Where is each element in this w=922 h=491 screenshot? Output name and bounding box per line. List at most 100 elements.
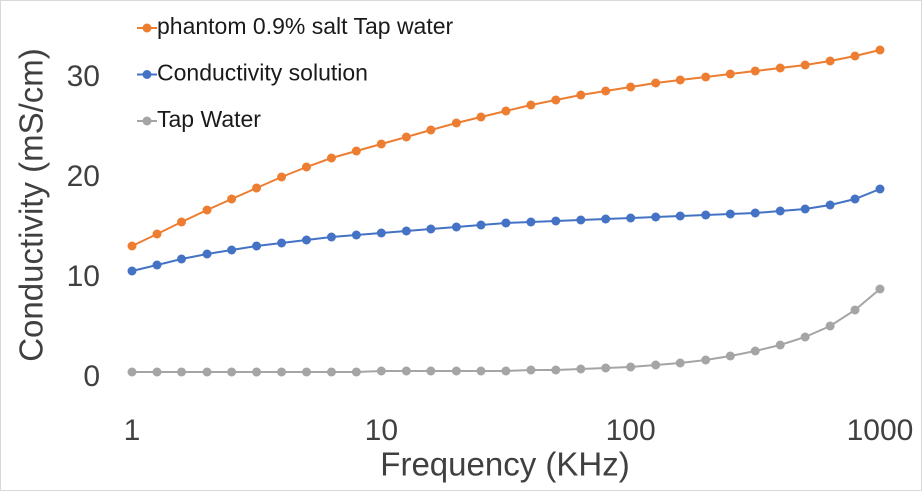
legend-marker [142,70,152,79]
legend-label: Conductivity solution [157,60,368,86]
data-point [401,226,411,236]
data-point [850,51,860,61]
data-point [701,72,711,82]
data-point [376,366,386,376]
data-point [127,241,137,251]
data-point [326,367,336,377]
data-point [451,118,461,128]
data-point [476,220,486,230]
data-point [800,204,810,214]
data-point [451,222,461,232]
data-point [576,215,586,225]
x-tick-label: 1000 [847,414,914,447]
data-point [326,153,336,163]
data-point [626,362,636,372]
data-point [675,358,685,368]
legend-label: Tap Water [157,106,261,132]
data-point [850,194,860,204]
data-point [576,364,586,374]
data-point [177,217,187,227]
y-axis-label: Conductivity (mS/cm) [13,48,50,362]
data-point [551,216,561,226]
data-point [351,367,361,377]
data-point [875,184,885,194]
data-point [277,172,287,182]
data-point [476,366,486,376]
data-point [426,125,436,135]
data-point [551,365,561,375]
y-tick-label: 0 [83,360,100,393]
data-point [476,112,486,122]
data-point [501,106,511,116]
data-point [277,238,287,248]
y-tick-label: 20 [67,160,100,193]
data-point [651,212,661,222]
data-point [725,69,735,79]
data-point [701,355,711,365]
data-point [526,217,536,227]
data-point [800,60,810,70]
data-point [152,260,162,270]
data-point [775,340,785,350]
data-point [301,162,311,172]
data-point [351,230,361,240]
data-point [775,63,785,73]
data-point [576,90,586,100]
data-point [675,75,685,85]
y-tick-label: 10 [67,260,100,293]
data-point [401,366,411,376]
legend-label: phantom 0.9% salt Tap water [157,13,454,39]
data-point [626,213,636,223]
data-point [551,95,561,105]
data-point [601,214,611,224]
data-point [326,232,336,242]
legend-marker [142,23,152,33]
data-point [750,208,760,218]
data-point [725,209,735,219]
data-point [626,82,636,92]
data-point [227,245,237,255]
data-point [376,228,386,238]
data-point [252,367,262,377]
x-axis-label: Frequency (KHz) [380,446,629,483]
data-point [750,346,760,356]
data-point [152,367,162,377]
data-point [127,367,137,377]
data-point [875,45,885,55]
y-tick-label: 30 [67,60,100,93]
data-point [277,367,287,377]
data-point [177,254,187,264]
data-point [875,284,885,294]
data-point [800,332,810,342]
data-point [526,100,536,110]
data-point [426,366,436,376]
data-point [750,66,760,76]
x-tick-label: 1 [124,414,141,447]
data-point [850,305,860,315]
data-point [451,366,461,376]
data-point [227,194,237,204]
data-point [152,229,162,239]
x-tick-label: 100 [606,414,656,447]
data-point [675,211,685,221]
data-point [701,210,711,220]
data-point [825,200,835,210]
data-point [725,351,735,361]
data-point [601,86,611,96]
data-point [177,367,187,377]
data-point [651,360,661,370]
data-point [301,367,311,377]
x-tick-label: 10 [365,414,398,447]
data-point [252,183,262,193]
data-point [127,266,137,276]
data-point [651,78,661,88]
data-point [202,249,212,259]
data-point [825,56,835,66]
legend-marker [142,116,152,126]
data-point [351,146,361,156]
data-point [252,241,262,251]
data-point [775,206,785,216]
data-point [301,235,311,245]
data-point [825,321,835,331]
